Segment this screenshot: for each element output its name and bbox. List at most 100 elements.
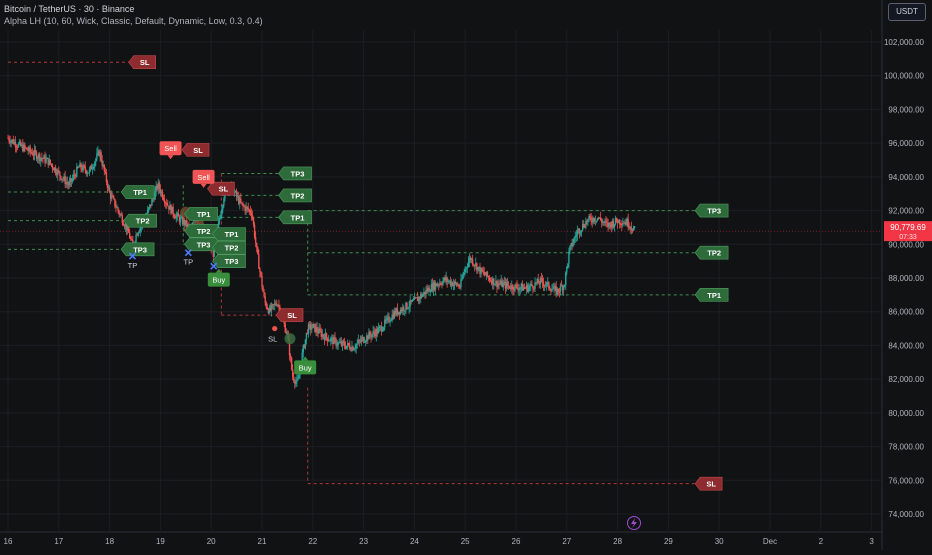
candle-body — [290, 357, 293, 370]
buy-signal-tag[interactable] — [294, 360, 317, 375]
candle-body — [415, 297, 418, 299]
candle-body — [613, 224, 616, 227]
indicator-legend[interactable]: Alpha LH (10, 60, Wick, Classic, Default… — [4, 16, 263, 26]
candle-body — [534, 282, 536, 289]
sell-signal-tag[interactable] — [159, 141, 182, 156]
cross-icon — [210, 262, 218, 270]
lightning-icon[interactable] — [627, 516, 641, 530]
candle-body — [399, 309, 402, 315]
candle-body — [458, 285, 460, 287]
candle-body — [298, 374, 300, 379]
candle-body — [402, 307, 404, 312]
x-tick-label: Dec — [763, 537, 777, 546]
candle-body — [137, 232, 139, 236]
candle-body — [148, 207, 150, 210]
x-tick-label: 17 — [54, 537, 63, 546]
candle-body — [64, 176, 66, 185]
candle-body — [523, 287, 526, 289]
candle-body — [512, 285, 514, 290]
candle-body — [244, 206, 246, 211]
candle-body — [117, 207, 119, 211]
candle-body — [384, 319, 386, 328]
buy-signal-tag[interactable] — [207, 272, 230, 287]
candle-body — [258, 254, 260, 269]
sell-signal-pointer — [167, 155, 174, 160]
candle-body — [392, 314, 394, 319]
candle-body — [288, 340, 291, 356]
candle-body — [362, 337, 365, 343]
candle-body — [531, 283, 533, 286]
candle-body — [377, 328, 380, 334]
candle-body — [456, 283, 458, 286]
candle-body — [603, 221, 605, 223]
candle-body — [185, 220, 187, 226]
buy-signal-pointer — [302, 356, 309, 361]
candle-body — [218, 218, 221, 221]
level-tag-label: TP2 — [197, 227, 211, 236]
tp-hit-label: TP — [128, 261, 138, 270]
candle-body — [75, 175, 77, 177]
candle-body — [628, 226, 630, 228]
candle-body — [275, 303, 277, 305]
candle-body — [428, 287, 430, 292]
candle-body — [68, 182, 71, 186]
candle-body — [340, 341, 343, 346]
candle-body — [212, 249, 215, 257]
candle-body — [395, 308, 398, 315]
candle-body — [633, 226, 636, 229]
candle-body — [25, 147, 27, 149]
x-tick-label: 2 — [819, 537, 824, 546]
lightning-icon-glyph — [631, 518, 637, 528]
candle-body — [42, 158, 44, 160]
candle-body — [624, 222, 626, 224]
tp-hit-label: TP — [184, 258, 194, 267]
candle-body — [78, 166, 80, 168]
candle-body — [371, 334, 373, 338]
candle-body — [248, 209, 250, 211]
candle-body — [18, 141, 21, 144]
candle-body — [591, 221, 593, 223]
candle-body — [468, 257, 471, 262]
candle-body — [363, 341, 366, 343]
candle-body — [31, 152, 34, 155]
candle-body — [94, 162, 96, 167]
circle-icon — [272, 325, 278, 332]
candle-body — [583, 224, 585, 228]
candle-body — [223, 198, 225, 206]
candle-body — [261, 275, 263, 287]
candle-body — [65, 182, 67, 185]
candle-body — [87, 172, 90, 174]
candle-body — [376, 329, 379, 334]
candle-body — [472, 264, 475, 266]
level-tag-tp2 — [278, 188, 312, 203]
candle-body — [76, 166, 78, 177]
candle-body — [555, 286, 557, 295]
candle-body — [524, 287, 527, 289]
candle-body — [236, 196, 239, 197]
candle-body — [238, 196, 240, 204]
candle-body — [159, 188, 162, 194]
level-tag-sl — [181, 143, 210, 157]
candle-body — [489, 280, 492, 281]
candle-body — [91, 168, 94, 170]
currency-button[interactable]: USDT — [888, 3, 926, 21]
candle-body — [535, 282, 537, 284]
candle-body — [98, 150, 100, 156]
candle-body — [39, 154, 41, 161]
candle-body — [432, 282, 435, 291]
x-tick-label: 23 — [359, 537, 368, 546]
candle-body — [344, 346, 347, 349]
sell-signal-tag[interactable] — [192, 169, 215, 184]
candle-body — [254, 236, 257, 243]
candle-body — [178, 216, 181, 222]
candle-body — [306, 332, 309, 334]
candle-body — [319, 328, 321, 331]
candle-body — [79, 163, 81, 167]
candle-body — [14, 141, 17, 147]
candle-body — [505, 282, 508, 289]
candle-body — [551, 289, 553, 292]
level-tag-label: SL — [219, 185, 229, 194]
